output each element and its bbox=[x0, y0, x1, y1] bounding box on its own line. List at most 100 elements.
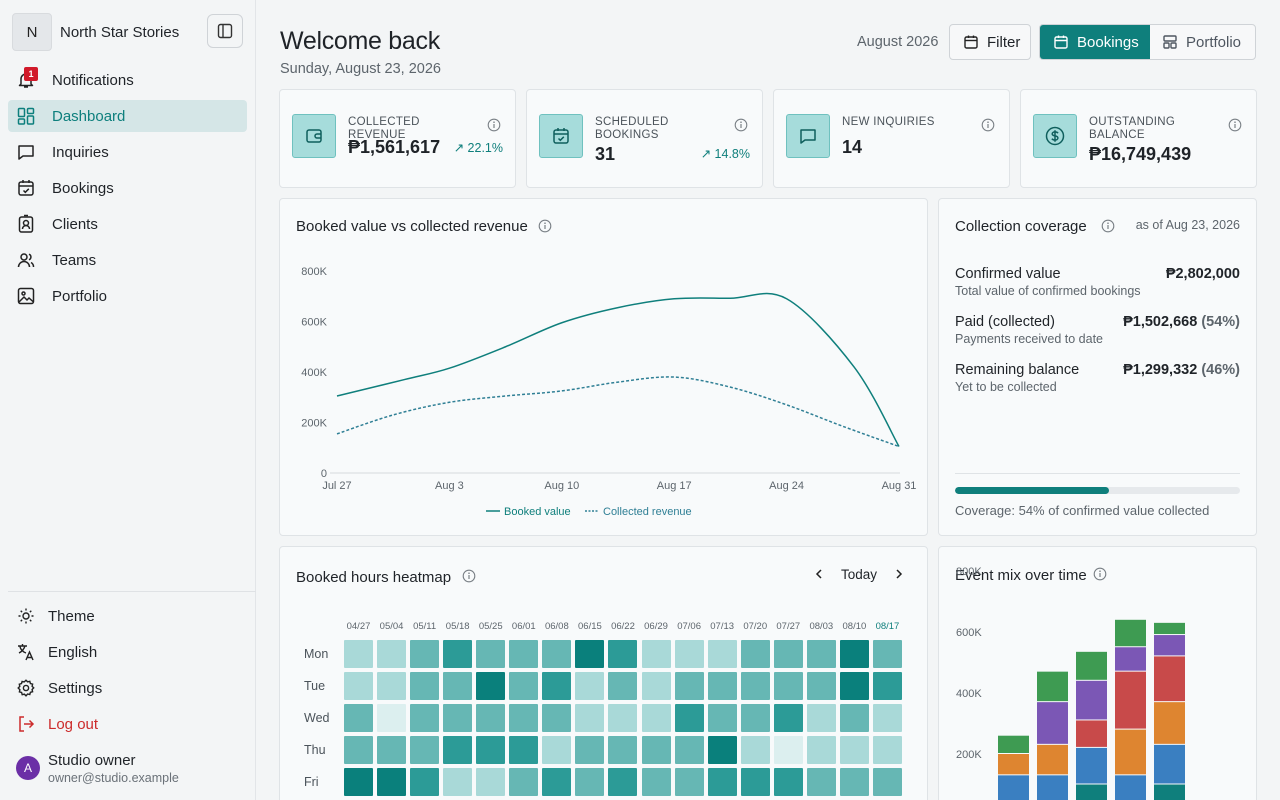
heatmap-cell[interactable] bbox=[476, 736, 506, 764]
tab-portfolio[interactable]: Portfolio bbox=[1150, 25, 1241, 59]
heatmap-cell[interactable] bbox=[476, 672, 506, 700]
heatmap-cell[interactable] bbox=[443, 768, 473, 796]
heatmap-cell[interactable] bbox=[608, 768, 638, 796]
heatmap-cell[interactable] bbox=[542, 768, 572, 796]
heatmap-cell[interactable] bbox=[707, 768, 737, 796]
logout-button[interactable]: Log out bbox=[8, 708, 247, 740]
info-icon[interactable] bbox=[734, 118, 748, 132]
heatmap-cell[interactable] bbox=[443, 704, 473, 732]
heatmap-cell[interactable] bbox=[674, 768, 704, 796]
heatmap-cell[interactable] bbox=[707, 704, 737, 732]
user-profile[interactable]: A Studio owner owner@studio.example bbox=[16, 752, 246, 786]
heatmap-cell[interactable] bbox=[740, 672, 770, 700]
heatmap-cell[interactable] bbox=[674, 704, 704, 732]
heatmap-cell[interactable] bbox=[806, 704, 836, 732]
heatmap-cell[interactable] bbox=[377, 768, 407, 796]
heatmap-cell[interactable] bbox=[608, 704, 638, 732]
nav-item-dashboard[interactable]: Dashboard bbox=[8, 100, 247, 132]
nav-item-inquiries[interactable]: Inquiries bbox=[8, 136, 247, 168]
heatmap-cell[interactable] bbox=[377, 736, 407, 764]
heatmap-cell[interactable] bbox=[707, 736, 737, 764]
info-icon[interactable] bbox=[981, 118, 995, 132]
heatmap-cell[interactable] bbox=[806, 672, 836, 700]
heatmap-cell[interactable] bbox=[773, 704, 803, 732]
today-button[interactable]: Today bbox=[841, 567, 878, 582]
heatmap-cell[interactable] bbox=[608, 672, 638, 700]
heatmap-cell[interactable] bbox=[641, 640, 671, 668]
heatmap-cell[interactable] bbox=[839, 768, 869, 796]
next-week-button[interactable] bbox=[892, 567, 906, 581]
heatmap-cell[interactable] bbox=[410, 704, 440, 732]
heatmap-cell[interactable] bbox=[476, 768, 506, 796]
heatmap-cell[interactable] bbox=[377, 640, 407, 668]
heatmap-cell[interactable] bbox=[806, 768, 836, 796]
heatmap-cell[interactable] bbox=[608, 736, 638, 764]
heatmap-cell[interactable] bbox=[674, 640, 704, 668]
nav-item-bookings[interactable]: Bookings bbox=[8, 172, 247, 204]
heatmap-cell[interactable] bbox=[410, 672, 440, 700]
heatmap-cell[interactable] bbox=[806, 640, 836, 668]
info-icon[interactable] bbox=[487, 118, 501, 132]
heatmap-cell[interactable] bbox=[443, 640, 473, 668]
info-icon[interactable] bbox=[538, 219, 552, 233]
heatmap-cell[interactable] bbox=[542, 736, 572, 764]
nav-item-teams[interactable]: Teams bbox=[8, 244, 247, 276]
heatmap-cell[interactable] bbox=[740, 640, 770, 668]
tab-bookings[interactable]: Bookings bbox=[1040, 25, 1150, 59]
heatmap-cell[interactable] bbox=[839, 672, 869, 700]
heatmap-cell[interactable] bbox=[575, 768, 605, 796]
heatmap-cell[interactable] bbox=[740, 768, 770, 796]
heatmap-cell[interactable] bbox=[773, 768, 803, 796]
heatmap-cell[interactable] bbox=[509, 672, 539, 700]
heatmap-cell[interactable] bbox=[542, 640, 572, 668]
heatmap-cell[interactable] bbox=[575, 704, 605, 732]
heatmap-cell[interactable] bbox=[872, 640, 902, 668]
heatmap-cell[interactable] bbox=[509, 640, 539, 668]
heatmap-cell[interactable] bbox=[509, 768, 539, 796]
heatmap-cell[interactable] bbox=[509, 704, 539, 732]
info-icon[interactable] bbox=[1228, 118, 1242, 132]
info-icon[interactable] bbox=[1093, 567, 1107, 581]
heatmap-cell[interactable] bbox=[674, 736, 704, 764]
heatmap-cell[interactable] bbox=[476, 640, 506, 668]
heatmap-cell[interactable] bbox=[377, 672, 407, 700]
nav-item-settings[interactable]: Settings bbox=[8, 672, 247, 704]
nav-item-portfolio[interactable]: Portfolio bbox=[8, 280, 247, 312]
heatmap-cell[interactable] bbox=[674, 672, 704, 700]
heatmap-cell[interactable] bbox=[410, 736, 440, 764]
nav-item-clients[interactable]: Clients bbox=[8, 208, 247, 240]
heatmap-cell[interactable] bbox=[575, 640, 605, 668]
heatmap-cell[interactable] bbox=[377, 704, 407, 732]
previous-week-button[interactable] bbox=[812, 567, 826, 581]
heatmap-cell[interactable] bbox=[740, 704, 770, 732]
heatmap-cell[interactable] bbox=[344, 704, 373, 732]
heatmap-cell[interactable] bbox=[641, 704, 671, 732]
heatmap-cell[interactable] bbox=[872, 736, 902, 764]
heatmap-cell[interactable] bbox=[872, 704, 902, 732]
heatmap-cell[interactable] bbox=[839, 736, 869, 764]
heatmap-cell[interactable] bbox=[773, 672, 803, 700]
heatmap-cell[interactable] bbox=[773, 736, 803, 764]
heatmap-cell[interactable] bbox=[740, 736, 770, 764]
heatmap-cell[interactable] bbox=[410, 640, 440, 668]
heatmap-cell[interactable] bbox=[806, 736, 836, 764]
heatmap-cell[interactable] bbox=[443, 672, 473, 700]
heatmap-cell[interactable] bbox=[707, 640, 737, 668]
filter-button[interactable]: Filter bbox=[949, 24, 1031, 60]
nav-item-theme[interactable]: Theme bbox=[8, 600, 247, 632]
sidebar-toggle-button[interactable] bbox=[207, 14, 243, 48]
heatmap-cell[interactable] bbox=[344, 672, 373, 700]
heatmap-cell[interactable] bbox=[344, 640, 373, 668]
nav-item-notifications[interactable]: 1 Notifications bbox=[8, 64, 247, 96]
nav-item-language[interactable]: English bbox=[8, 636, 247, 668]
heatmap-cell[interactable] bbox=[410, 768, 440, 796]
heatmap-cell[interactable] bbox=[773, 640, 803, 668]
heatmap-cell[interactable] bbox=[443, 736, 473, 764]
heatmap-cell[interactable] bbox=[542, 704, 572, 732]
heatmap-cell[interactable] bbox=[707, 672, 737, 700]
workspace-switcher[interactable]: N North Star Stories bbox=[12, 13, 244, 51]
heatmap-cell[interactable] bbox=[476, 704, 506, 732]
heatmap-cell[interactable] bbox=[542, 672, 572, 700]
info-icon[interactable] bbox=[462, 569, 476, 583]
heatmap-cell[interactable] bbox=[872, 672, 902, 700]
